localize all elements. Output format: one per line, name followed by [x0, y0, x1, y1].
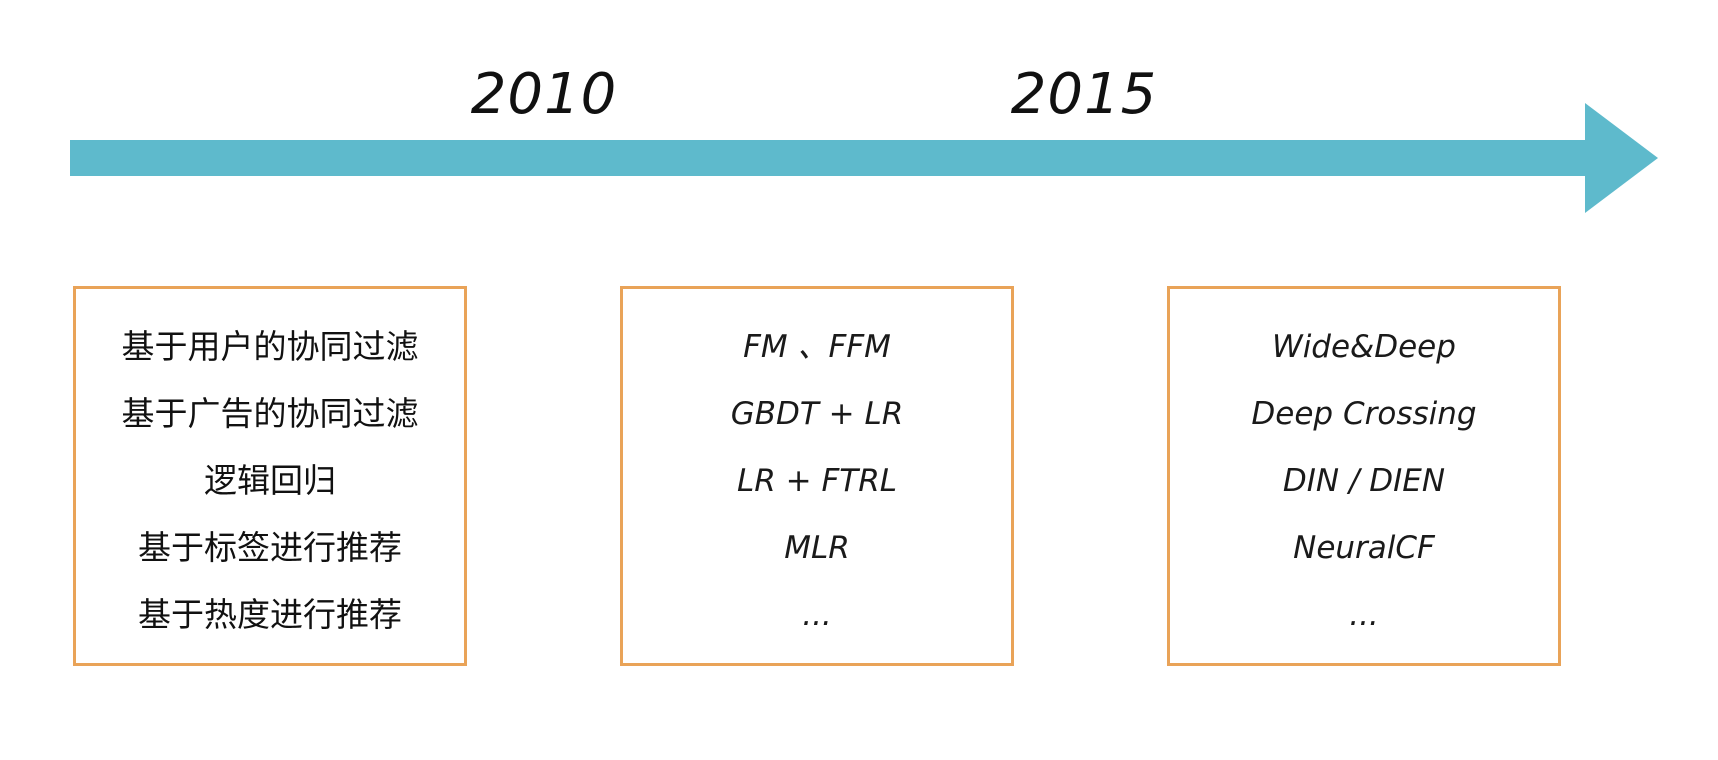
timeline-arrow-head: [1585, 103, 1658, 213]
era-item: MLR: [784, 530, 850, 566]
era-item: 基于热度进行推荐: [138, 595, 402, 634]
era-item: 基于用户的协同过滤: [121, 327, 419, 366]
era-item: DIN / DIEN: [1282, 463, 1446, 499]
era-item: 基于广告的协同过滤: [121, 394, 419, 433]
era-box-2010: FM 、FFM GBDT + LR LR + FTRL MLR ...: [620, 286, 1014, 666]
era-item: 基于标签进行推荐: [138, 528, 402, 567]
era-box-2015: Wide&Deep Deep Crossing DIN / DIEN Neura…: [1167, 286, 1561, 666]
timeline-arrow-shaft: [70, 140, 1586, 176]
era-item: 逻辑回归: [204, 461, 336, 500]
era-item: FM 、FFM: [743, 329, 891, 365]
year-label-2010: 2010: [470, 62, 618, 127]
era-item: ...: [1349, 597, 1379, 633]
era-item: LR + FTRL: [736, 463, 898, 499]
era-item: ...: [802, 597, 832, 633]
era-box-traditional: 基于用户的协同过滤 基于广告的协同过滤 逻辑回归 基于标签进行推荐 基于热度进行…: [73, 286, 467, 666]
era-item: Wide&Deep: [1272, 329, 1456, 365]
timeline-arrow: [70, 103, 1658, 213]
era-item: NeuralCF: [1293, 530, 1435, 566]
era-item: GBDT + LR: [730, 396, 904, 432]
era-item: Deep Crossing: [1251, 396, 1477, 432]
year-label-2015: 2015: [1010, 62, 1158, 127]
